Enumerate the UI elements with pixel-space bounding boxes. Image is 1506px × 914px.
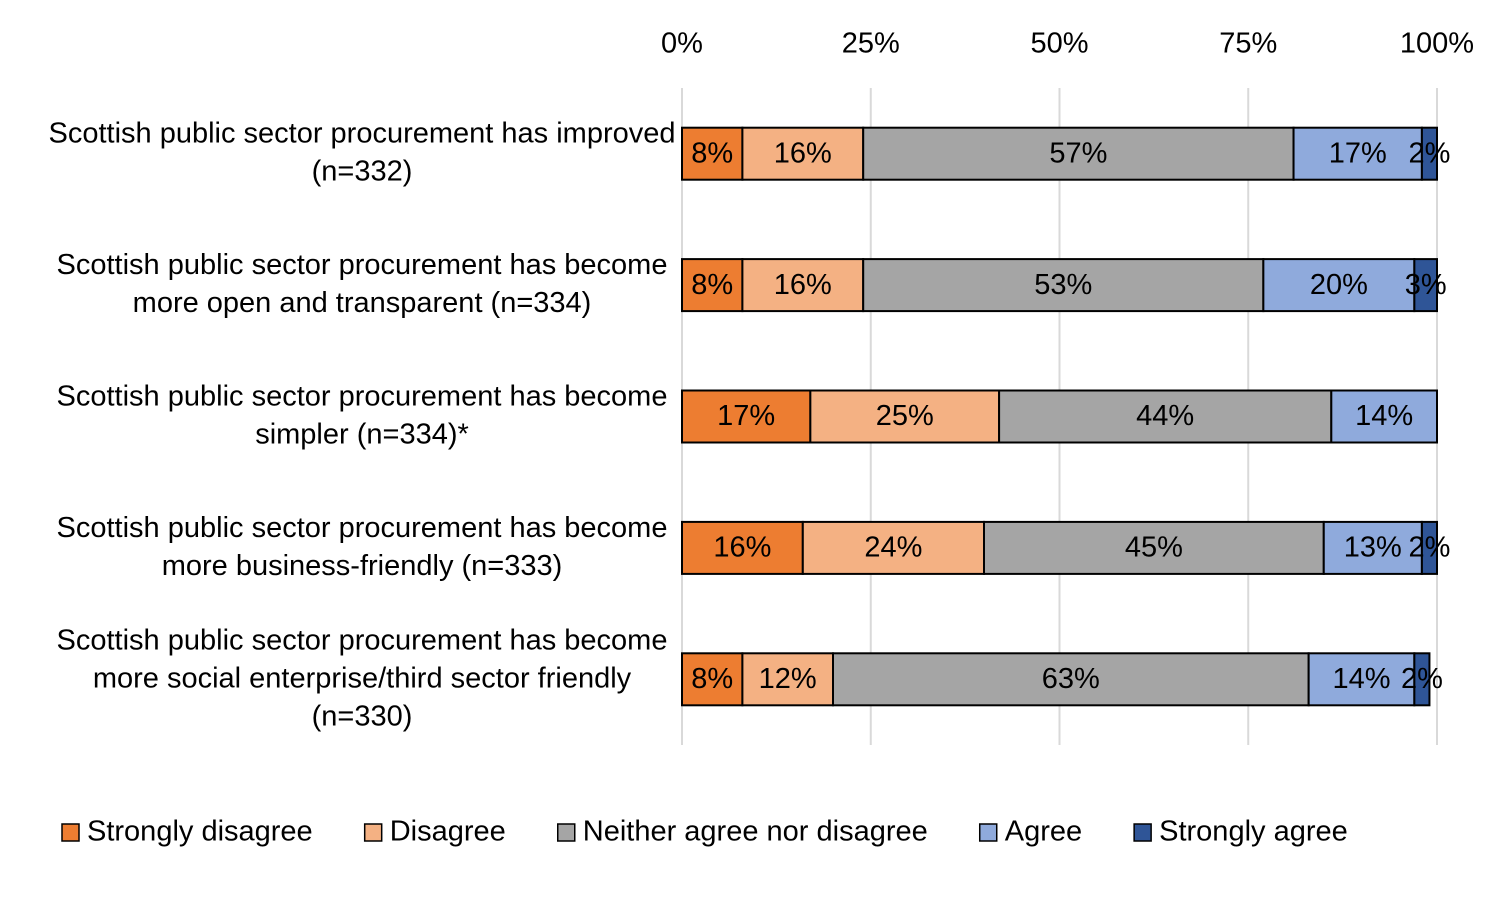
bar-segment <box>681 389 812 444</box>
legend-label: Disagree <box>390 816 506 848</box>
bar-segment <box>862 258 1265 313</box>
legend-swatch <box>363 823 383 842</box>
value-label: 8% <box>691 269 733 301</box>
bar-segment <box>1413 652 1431 707</box>
legend-swatch <box>61 823 80 842</box>
x-tick-label: 0% <box>661 28 703 60</box>
bar-segment <box>983 520 1325 575</box>
bar-segment <box>1420 520 1439 575</box>
bar-segment <box>998 389 1333 444</box>
category-label: Scottish public sector procurement has b… <box>57 624 668 732</box>
legend-label: Agree <box>1005 816 1082 848</box>
bar-segment <box>1262 258 1416 313</box>
value-label: 16% <box>774 137 832 169</box>
legend-swatch <box>557 823 576 842</box>
category-label: Scottish public sector procurement has b… <box>57 512 668 582</box>
value-label: 2% <box>1408 532 1450 564</box>
bar-segment <box>809 389 1001 444</box>
value-label: 45% <box>1125 532 1183 564</box>
bar-segment <box>681 652 744 707</box>
legend-label: Strongly agree <box>1159 816 1348 848</box>
legend-swatch <box>1133 823 1152 842</box>
category-label: Scottish public sector procurement has i… <box>48 117 675 187</box>
bar-segment <box>1330 389 1439 444</box>
category-label: Scottish public sector procurement has b… <box>57 249 668 319</box>
bar-segment <box>1322 520 1423 575</box>
x-tick-label: 75% <box>1219 28 1277 60</box>
legend-swatch <box>978 823 998 842</box>
value-label: 17% <box>717 400 775 432</box>
value-label: 16% <box>713 532 771 564</box>
bar-segment <box>1420 126 1439 181</box>
bar-segment <box>741 652 835 707</box>
value-label: 24% <box>864 532 922 564</box>
value-label: 44% <box>1136 400 1194 432</box>
value-label: 20% <box>1310 269 1368 301</box>
value-label: 53% <box>1034 269 1092 301</box>
value-label: 2% <box>1408 137 1450 169</box>
value-label: 8% <box>691 137 733 169</box>
bar-segment <box>862 126 1295 181</box>
legend-label: Neither agree nor disagree <box>583 816 928 848</box>
value-label: 25% <box>876 400 934 432</box>
x-tick-label: 100% <box>1400 28 1474 60</box>
value-label: 14% <box>1355 400 1413 432</box>
value-label: 12% <box>759 663 817 695</box>
bar-segment <box>681 520 804 575</box>
value-label: 16% <box>774 269 832 301</box>
bar-segment <box>801 520 985 575</box>
category-label: Scottish public sector procurement has b… <box>57 380 668 450</box>
value-label: 63% <box>1042 663 1100 695</box>
value-label: 57% <box>1049 137 1107 169</box>
value-label: 8% <box>691 663 733 695</box>
value-label: 2% <box>1401 663 1443 695</box>
bar-segment <box>741 258 865 313</box>
x-tick-label: 25% <box>842 28 900 60</box>
value-label: 17% <box>1329 137 1387 169</box>
value-label: 13% <box>1344 532 1402 564</box>
bar-segment <box>1307 652 1416 707</box>
x-tick-label: 50% <box>1030 28 1088 60</box>
bar-segment <box>1413 258 1438 313</box>
value-label: 14% <box>1332 663 1390 695</box>
legend-label: Strongly disagree <box>87 816 313 848</box>
value-label: 3% <box>1405 269 1447 301</box>
